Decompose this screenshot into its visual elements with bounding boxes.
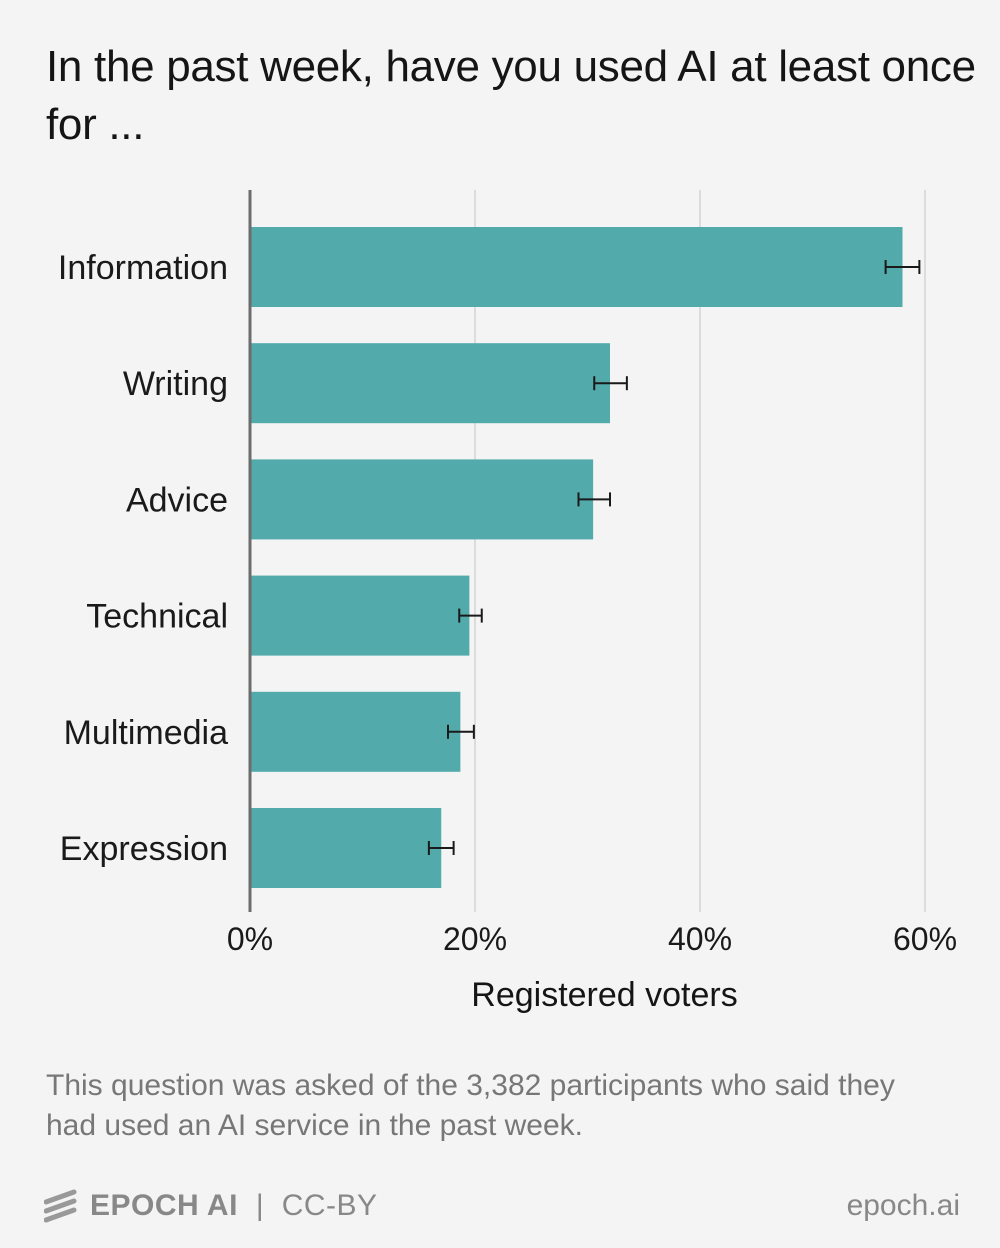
x-axis-label: Registered voters	[471, 976, 737, 1014]
bar	[250, 808, 442, 888]
footer-separator: |	[255, 1189, 264, 1222]
license-label: CC-BY	[281, 1189, 378, 1222]
x-tick-label: 40%	[668, 921, 732, 957]
x-tick-label: 0%	[227, 921, 273, 957]
category-label: Technical	[86, 598, 228, 636]
chart-title: In the past week, have you used AI at le…	[46, 42, 976, 149]
footnote: This question was asked of the 3,382 par…	[46, 1069, 895, 1142]
category-label: Expression	[60, 830, 228, 868]
bar	[250, 227, 903, 307]
error-bars	[427, 260, 921, 855]
x-tick-label: 20%	[443, 921, 507, 957]
bar-chart: Information Writing Advice Technical Multime…	[58, 190, 957, 1014]
category-label: Multimedia	[64, 714, 228, 752]
bars	[250, 227, 903, 888]
bar	[250, 691, 461, 772]
grid-lines	[474, 190, 926, 912]
bar	[250, 459, 594, 540]
bar	[250, 343, 610, 424]
epoch-logo-icon	[44, 1189, 77, 1223]
category-label: Information	[58, 249, 228, 287]
brand-name: EPOCH AI	[90, 1189, 238, 1222]
category-label: Writing	[123, 365, 228, 403]
x-tick-labels: 0% 20% 40% 60%	[227, 921, 957, 957]
site-link[interactable]: epoch.ai	[846, 1189, 960, 1222]
category-labels: Information Writing Advice Technical Multime…	[58, 249, 228, 868]
bar	[250, 575, 470, 656]
x-tick-label: 60%	[893, 921, 957, 957]
footer-branding: EPOCH AI | CC-BY	[44, 1186, 378, 1226]
category-label: Advice	[126, 481, 228, 519]
